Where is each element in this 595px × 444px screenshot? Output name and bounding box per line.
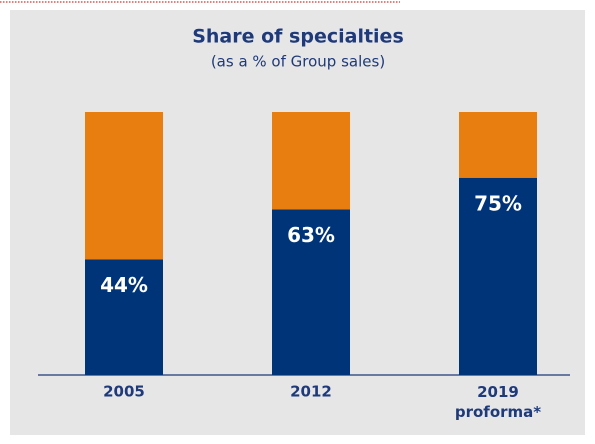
bar-segment [459,177,537,375]
data-label: 44% [100,273,148,297]
x-tick-label: 2012 [290,383,332,401]
bar-segment [272,209,350,375]
data-label: 63% [287,223,335,247]
bar-segment [459,112,537,178]
chart-subtitle: (as a % of Group sales) [211,53,385,71]
bar-segment [85,259,163,375]
bar-segment [85,112,163,260]
x-tick-label: 2019 proforma* [455,383,541,421]
data-label: 75% [474,191,522,215]
chart-title: Share of specialties [192,26,404,48]
bar-segment [272,112,350,210]
x-tick-label: 2005 [103,383,145,401]
